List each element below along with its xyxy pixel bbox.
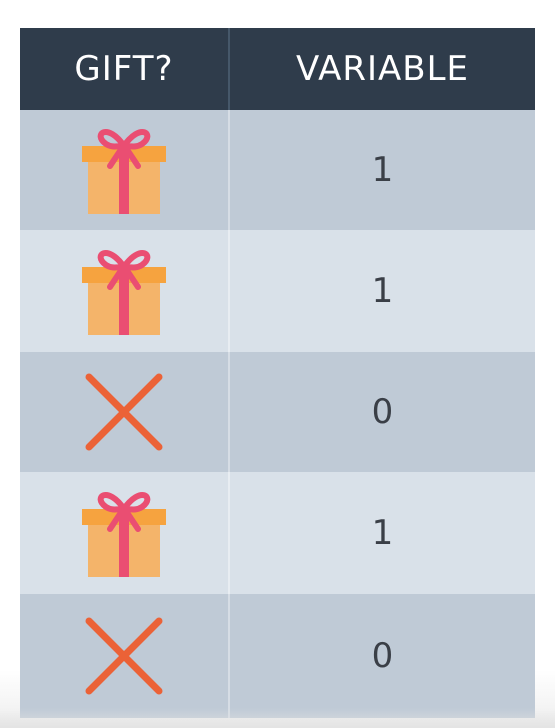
row-icon-cell xyxy=(20,472,228,594)
x-icon xyxy=(85,617,163,695)
row-icon-cell xyxy=(20,352,228,472)
gift-icon xyxy=(82,250,166,335)
header-variable: VARIABLE xyxy=(295,49,469,89)
table-row: 1 xyxy=(20,230,535,352)
gift-variable-table: GIFT? VARIABLE 1 xyxy=(20,28,535,718)
row-icon-cell xyxy=(20,230,228,352)
gift-icon xyxy=(82,129,166,214)
x-icon xyxy=(85,373,163,451)
table-header: GIFT? VARIABLE xyxy=(20,28,535,110)
bottom-shadow xyxy=(0,708,555,728)
table-row: 0 xyxy=(20,352,535,472)
row-value: 0 xyxy=(371,636,394,676)
row-value: 1 xyxy=(371,513,394,553)
row-icon-cell xyxy=(20,110,228,230)
row-value: 1 xyxy=(371,150,394,190)
row-value: 1 xyxy=(371,271,394,311)
row-icon-cell xyxy=(20,594,228,718)
gift-icon xyxy=(82,492,166,577)
header-gift: GIFT? xyxy=(74,49,174,89)
header-divider xyxy=(228,28,230,110)
table-row: 1 xyxy=(20,110,535,230)
row-value: 0 xyxy=(371,392,394,432)
table-row: 0 xyxy=(20,594,535,718)
table-row: 1 xyxy=(20,472,535,594)
